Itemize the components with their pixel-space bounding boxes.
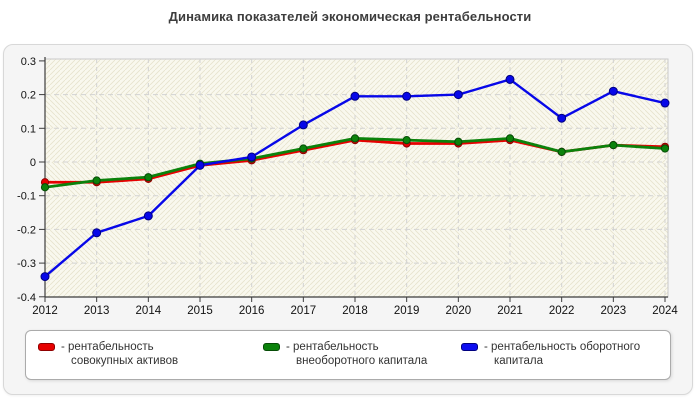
legend-label: - рентабельность совокупных активов <box>61 341 179 367</box>
chart-title: Динамика показателей экономическая рента… <box>168 9 532 24</box>
legend-item-noncurrent-capital: - рентабельность внеоборотного капитала <box>263 340 431 368</box>
legend-label: - рентабельность оборотного капитала <box>484 341 641 367</box>
legend-item-total-assets: - рентабельность совокупных активов <box>38 340 216 368</box>
legend-swatch-red <box>38 343 55 351</box>
legend-box: - рентабельность совокупных активов - ре… <box>25 330 671 380</box>
legend-label: - рентабельность внеоборотного капитала <box>286 341 428 367</box>
legend-swatch-blue <box>461 343 478 351</box>
legend-swatch-green <box>263 343 280 351</box>
legend-item-working-capital: - рентабельность оборотного капитала <box>461 340 656 368</box>
